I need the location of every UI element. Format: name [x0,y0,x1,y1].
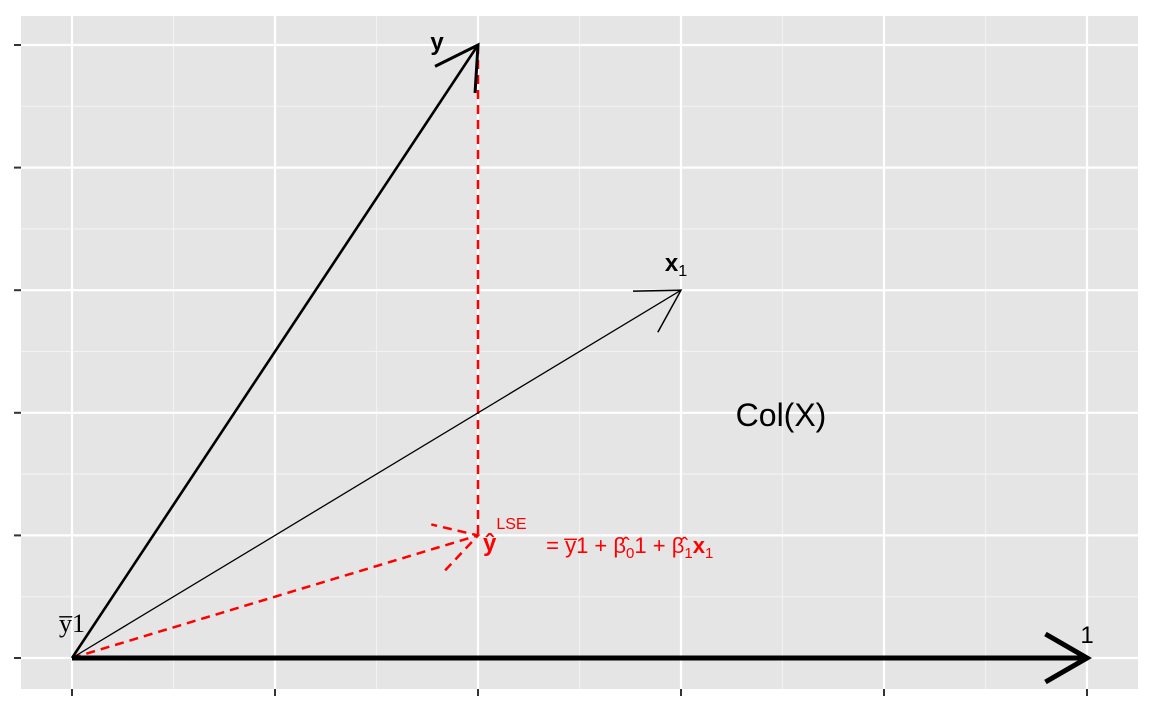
y-arrowhead [434,42,480,94]
x1-vector-letter: x [665,250,679,277]
equation-x-subscript: 1 [705,545,713,562]
grid-lines [21,16,1138,689]
x1-arrowhead [632,289,683,333]
1-arrowhead [1044,631,1092,685]
x1-vector-label: x1 [665,250,687,280]
lse-superscript: LSE [496,516,526,533]
lse-equation: = y̅1 + β̂01 + β̂1x1 [540,533,713,562]
yhat-lse-vector-line [71,534,479,660]
yhat-letter: ŷ [483,530,497,557]
y-vector-line [70,44,480,659]
one-vector-label: 1 [1080,622,1093,649]
equation-part2: 1 + β̂ [634,533,688,558]
yhat-lse-arrowhead [430,523,481,572]
x1-vector-subscript: 1 [678,263,687,280]
ybar-one-label: y̅1 [59,609,85,638]
axis-ticks [14,44,1088,696]
col-x-label: Col(X) [736,397,827,433]
beta0-subscript: 0 [626,545,634,562]
vectors [70,42,1092,685]
x1-vector-line [71,289,682,659]
yhat-lse-label: ŷLSE [483,516,527,557]
equation-x: x [693,533,706,558]
y-vector-label: y [430,29,444,56]
equation-part1: = y̅1 + β̂ [540,533,630,558]
beta1-subscript: 1 [684,545,692,562]
